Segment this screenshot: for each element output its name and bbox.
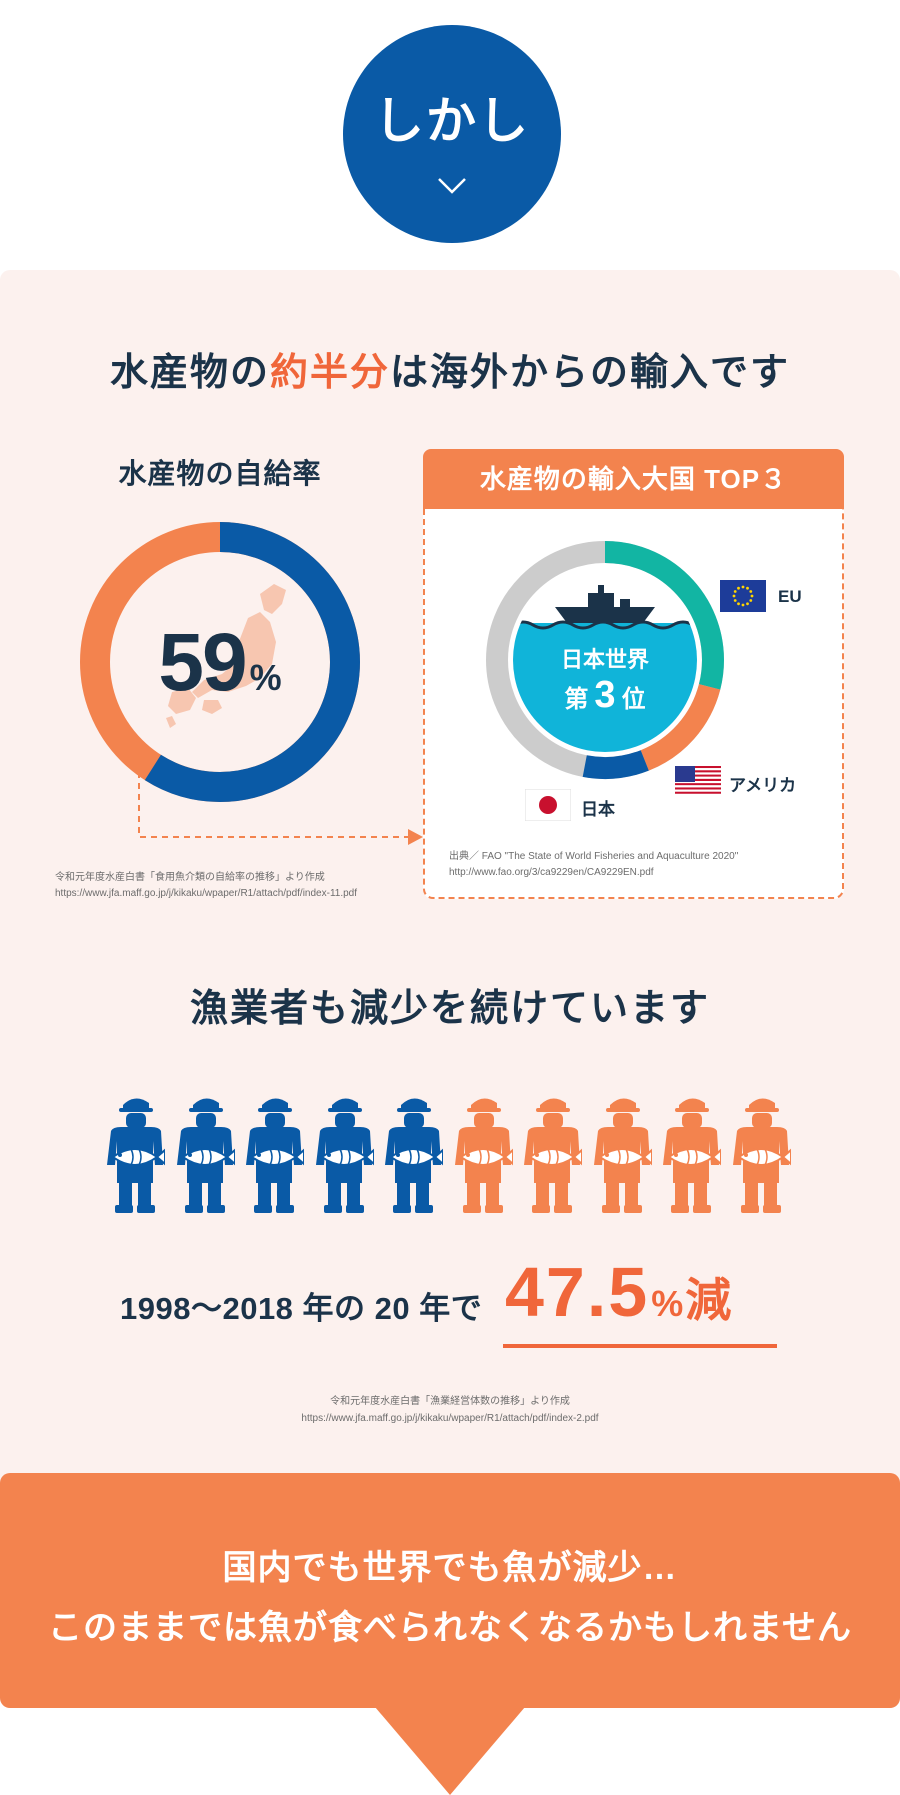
eu-flag-icon [720, 580, 766, 612]
self-sufficiency-donut [80, 522, 360, 802]
stat-underline [503, 1344, 777, 1348]
fisherman-icon-remaining [176, 1098, 235, 1213]
source2-line2: http://www.fao.org/3/ca9229en/CA9229EN.p… [449, 867, 654, 878]
source3-line1: 令和元年度水産白書「漁業経営体数の推移」より作成 [330, 1396, 570, 1407]
self-sufficiency-value: 59% [80, 616, 360, 710]
fishers-row [105, 1095, 795, 1225]
usa-label: アメリカ [729, 776, 797, 795]
fisherman-icon-remaining [315, 1098, 374, 1213]
badge-label: しかし [374, 93, 530, 149]
import-top3-title: 水産物の輸入大国 TOP３ [423, 449, 844, 509]
import-heading: 水産物の約半分は海外からの輸入です [0, 341, 900, 396]
source1-line2: https://www.jfa.maff.go.jp/j/kikaku/wpap… [55, 888, 358, 899]
banner-line-1: 国内でも世界でも魚が減少… [222, 1549, 678, 1587]
source3-line2: https://www.jfa.maff.go.jp/j/kikaku/wpap… [301, 1413, 599, 1424]
fisherman-icon-lost [593, 1098, 652, 1213]
self-sufficiency-title: 水産物の自給率 [118, 458, 322, 489]
banner-line-2: このままでは魚が食べられなくなるかもしれません [48, 1609, 852, 1647]
stat-suffix: 減 [685, 1274, 732, 1326]
stat-number: 47.5 [505, 1253, 650, 1331]
eu-label: EU [778, 587, 802, 606]
source2-line1: 出典／ FAO "The State of World Fisheries an… [449, 851, 739, 862]
fishers-heading: 漁業者も減少を続けています [189, 988, 710, 1030]
shikashi-badge [343, 25, 561, 243]
fisherman-icon-lost [663, 1098, 721, 1213]
ship-icon [555, 585, 655, 623]
rank-suffix: 位 [621, 686, 646, 713]
stat-unit: % [651, 1283, 684, 1324]
heading1-after: は海外からの輸入です [390, 352, 791, 394]
self-sufficiency-number: 59 [158, 617, 247, 708]
source-note-3: 令和元年度水産白書「漁業経営体数の推移」より作成 https://www.jfa… [0, 1393, 900, 1427]
fisherman-icon-remaining [107, 1098, 165, 1213]
donut-usa-segment [486, 541, 724, 779]
source-note-2: 出典／ FAO "The State of World Fisheries an… [449, 849, 738, 881]
source1-line1: 令和元年度水産白書「食用魚介類の自給率の推移」より作成 [55, 872, 325, 883]
conclusion-banner [0, 1473, 900, 1708]
fisherman-icon-remaining [246, 1098, 304, 1213]
rank-number: 3 [594, 674, 616, 716]
usa-flag-icon [675, 766, 721, 796]
stat-value: 47.5%減 [505, 1252, 731, 1332]
rank-caption: 日本世界 [560, 647, 649, 672]
donut-eu-segment [486, 541, 724, 779]
fisherman-icon-lost [732, 1098, 791, 1213]
japan-flag-icon [525, 789, 571, 821]
import-top3-donut [486, 541, 724, 779]
fisherman-icon-lost [454, 1098, 513, 1213]
heading1-accent: 約半分 [269, 352, 390, 394]
down-pointer-icon [375, 1707, 525, 1795]
source-note-1: 令和元年度水産白書「食用魚介類の自給率の推移」より作成 https://www.… [55, 870, 357, 902]
japan-map-icon [166, 584, 286, 728]
chevron-down-icon [438, 178, 466, 194]
stat-period: 1998〜2018 年の 20 年で [120, 1291, 483, 1326]
rank-prefix: 第 [564, 686, 589, 713]
heading1-before: 水産物の [109, 352, 270, 394]
fisherman-icon-lost [524, 1098, 582, 1213]
japan-label: 日本 [581, 800, 615, 819]
self-sufficiency-unit: % [249, 657, 282, 698]
fisherman-icon-remaining [385, 1098, 443, 1213]
